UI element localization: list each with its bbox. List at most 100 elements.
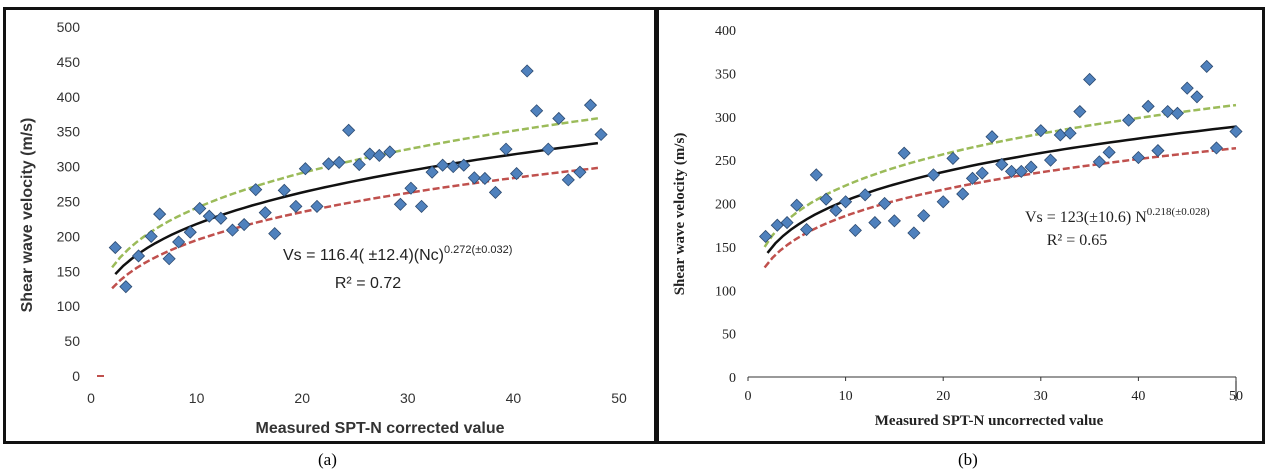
chart-a-data-point bbox=[277, 183, 291, 197]
chart-b-y-tick-label: 300 bbox=[715, 111, 736, 126]
chart-b-y-tick-label: 350 bbox=[715, 67, 736, 82]
chart-a-data-point bbox=[202, 209, 216, 223]
chart-a-data-point bbox=[249, 183, 263, 197]
chart-a-y-tick-label: 500 bbox=[57, 19, 81, 35]
chart-b-data-point bbox=[936, 195, 950, 209]
chart-a-y-tick-label: 350 bbox=[57, 124, 81, 140]
chart-b-ylabel: Shear wave velocity (m/s) bbox=[672, 133, 688, 296]
chart-b-data-point bbox=[858, 188, 872, 202]
chart-a-data-point bbox=[436, 158, 450, 172]
chart-a-y-tick-label: 50 bbox=[64, 333, 80, 349]
chart-b-y-tick-label: 50 bbox=[722, 328, 736, 343]
chart-a-y-tick-label: 150 bbox=[57, 263, 81, 279]
chart-b-data-point bbox=[946, 151, 960, 165]
chart-b-data-point bbox=[1141, 99, 1155, 113]
chart-a-x-tick-label: 0 bbox=[87, 390, 95, 406]
chart-a-data-point bbox=[552, 111, 566, 126]
chart-b-data-point bbox=[1190, 90, 1204, 104]
chart-b-upper-bound-line bbox=[763, 103, 1237, 248]
chart-b-data-point bbox=[926, 168, 941, 182]
chart-a-data-point bbox=[310, 199, 324, 213]
chart-a-data-point bbox=[258, 206, 272, 220]
chart-b-data-point bbox=[1043, 153, 1058, 167]
chart-a-plot: 0 10 20 30 40 5005010015020025030035040045050… bbox=[57, 19, 627, 406]
chart-a-equation: Vs = 116.4( ±12.4)(Nc)0.272(±0.032) bbox=[283, 244, 512, 264]
chart-a-data-point bbox=[108, 241, 122, 255]
chart-a-data-point bbox=[322, 157, 336, 171]
chart-a-y-tick-label: 100 bbox=[57, 298, 81, 314]
chart-b-y-tick-label: 0 bbox=[729, 371, 736, 386]
chart-a-y-tick-label: 300 bbox=[57, 159, 81, 175]
chart-a-data-point bbox=[414, 199, 429, 213]
chart-b-data-point bbox=[1209, 141, 1224, 155]
chart-b-y-tick-label: 250 bbox=[715, 154, 736, 169]
chart-b-lower-bound-line bbox=[763, 146, 1237, 269]
chart-b-data-point bbox=[868, 216, 882, 230]
chart-b-data-point bbox=[1014, 164, 1028, 178]
chart-a-data-point bbox=[298, 162, 312, 176]
chart-b-data-point bbox=[1170, 106, 1185, 120]
chart-b-r2: R² = 0.65 bbox=[1047, 232, 1108, 249]
chart-b-data-point bbox=[1161, 104, 1175, 119]
chart-b-y-tick-label: 200 bbox=[715, 198, 736, 213]
chart-a-data-point bbox=[162, 252, 176, 266]
chart-b-data-point bbox=[878, 196, 892, 211]
chart-b-data-point bbox=[770, 218, 784, 232]
chart-a-data-point bbox=[573, 165, 587, 179]
chart-b-data-point bbox=[897, 146, 911, 160]
chart-b-data-point bbox=[917, 209, 931, 223]
chart-b-data-point bbox=[1151, 144, 1165, 158]
chart-b-data-point bbox=[1092, 155, 1106, 169]
chart-b-data-point bbox=[759, 229, 773, 244]
chart-a-data-point bbox=[289, 199, 303, 213]
chart-a-x-tick-label: 50 bbox=[611, 390, 627, 406]
chart-b-data-point bbox=[975, 166, 989, 180]
chart-b-data-point bbox=[1180, 81, 1194, 95]
chart-b-x-tick-label: 40 bbox=[1131, 389, 1145, 404]
chart-b-data-point bbox=[839, 195, 853, 209]
chart-a-data-point bbox=[499, 142, 513, 156]
chart-a-data-point bbox=[510, 167, 524, 181]
chart-a-data-point bbox=[478, 171, 492, 186]
chart-a-data-point bbox=[530, 104, 544, 118]
chart-a-data-point bbox=[541, 142, 555, 156]
chart-b-x-tick-label: 0 bbox=[745, 389, 752, 404]
chart-b-data-point bbox=[965, 171, 980, 185]
chart-a-r2: R² = 0.72 bbox=[335, 275, 401, 292]
chart-b-equation-exponent: 0.218(±0.028) bbox=[1147, 206, 1210, 218]
chart-a-data-point bbox=[119, 280, 133, 294]
chart-b-data-point bbox=[848, 223, 862, 237]
chart-a-data-point bbox=[268, 227, 282, 241]
chart-a-data-point bbox=[153, 207, 167, 221]
chart-a-data-point bbox=[594, 127, 608, 142]
chart-a-data-point bbox=[342, 123, 356, 137]
chart-a-x-tick-label: 30 bbox=[400, 390, 416, 406]
chart-panel-a bbox=[3, 7, 657, 444]
chart-a-data-point bbox=[583, 98, 598, 112]
chart-a-x-tick-label: 10 bbox=[189, 390, 205, 406]
chart-a-data-point bbox=[193, 201, 207, 216]
chart-a-equation-base: Vs = 116.4( ±12.4)(Nc) bbox=[283, 247, 444, 264]
chart-a-data-point bbox=[404, 181, 418, 195]
chart-b-data-point bbox=[887, 214, 901, 228]
chart-a-data-point bbox=[393, 197, 407, 211]
caption-a: (a) bbox=[318, 450, 337, 469]
chart-b-x-tick-label: 50 bbox=[1229, 389, 1243, 404]
chart-b-plot: 0 10 20 30 40 50 0 50 100 150 200 250 300 350 400 bbox=[715, 24, 1243, 404]
chart-a-data-point bbox=[144, 229, 158, 243]
chart-b-data-point bbox=[1131, 150, 1145, 165]
chart-a-data-point bbox=[467, 171, 481, 185]
chart-b-data-point bbox=[1004, 164, 1019, 178]
chart-panel-b bbox=[657, 7, 1265, 444]
chart-b-data-point bbox=[956, 187, 970, 201]
chart-b-data-point bbox=[1083, 72, 1097, 87]
chart-b-data-point bbox=[829, 203, 843, 218]
chart-a-data-point bbox=[225, 223, 240, 237]
chart-b-data-point bbox=[1229, 124, 1243, 139]
chart-b-data-point bbox=[995, 157, 1009, 172]
chart-b-equation: Vs = 123(±10.6) N0.218(±0.028) bbox=[1025, 206, 1210, 226]
chart-b-x-tick-label: 10 bbox=[839, 389, 853, 404]
chart-a-data-point bbox=[383, 145, 397, 159]
